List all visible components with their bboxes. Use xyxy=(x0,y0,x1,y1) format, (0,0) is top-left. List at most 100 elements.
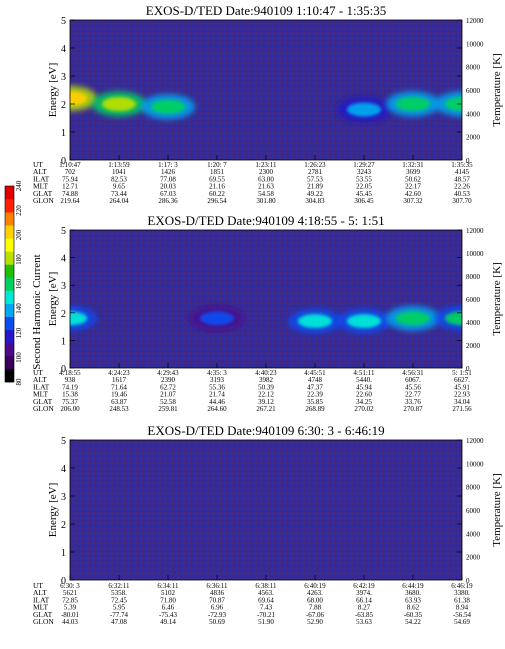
y2-tick-label: 2000 xyxy=(466,342,481,350)
colorbar-tick-label: 120 xyxy=(15,327,23,338)
colorbar-frame xyxy=(4,185,15,383)
table-cell: 71.80 xyxy=(160,596,176,604)
heatmap-cell-core xyxy=(444,97,462,111)
colorbar-cell xyxy=(5,186,14,200)
table-cell: 6:38:11 xyxy=(255,582,277,590)
table-cell: 6627. xyxy=(454,376,470,384)
table-cell: -56.54 xyxy=(453,611,472,619)
y2-tick-label: 4000 xyxy=(466,530,481,538)
table-cell: 6.46 xyxy=(162,604,175,612)
heatmap-cell-core xyxy=(70,91,88,106)
colorbar-tick-label: 80 xyxy=(15,378,23,386)
chart-title: EXOS-D/TED Date:940109 6:30: 3 - 6:46:19 xyxy=(147,423,384,438)
table-cell: 47.08 xyxy=(111,618,127,626)
table-cell: 4563. xyxy=(258,589,274,597)
table-cell: 63.00 xyxy=(258,175,274,183)
table-cell: 5.39 xyxy=(64,604,77,612)
table-cell: 6:44:19 xyxy=(402,582,424,590)
table-cell: 22.77 xyxy=(405,391,421,399)
table-cell: 45.45 xyxy=(356,190,372,198)
table-cell: 42.60 xyxy=(405,190,421,198)
row-label-alt: ALT xyxy=(33,167,47,176)
heatmap-cell-core xyxy=(395,97,431,111)
colorbar-cell xyxy=(5,316,14,331)
table-cell: 6:36:11 xyxy=(206,582,228,590)
table-cell: 53.63 xyxy=(356,618,372,626)
table-cell: 22.93 xyxy=(454,391,470,399)
row-label-mlt: MLT xyxy=(33,182,49,191)
table-cell: 3699 xyxy=(406,168,421,176)
row-label-alt: ALT xyxy=(33,588,47,597)
y-tick-label: 4 xyxy=(61,44,66,55)
table-cell: 82.53 xyxy=(111,175,127,183)
table-cell: 4:51:11 xyxy=(353,369,375,377)
table-cell: 4:24:23 xyxy=(108,369,130,377)
table-cell: 267.21 xyxy=(256,405,276,413)
table-cell: 21.07 xyxy=(160,391,176,399)
y2-axis-label: Temperature [K] xyxy=(491,262,503,335)
table-cell: -80.01 xyxy=(61,611,80,619)
table-cell: 4:29:43 xyxy=(157,369,179,377)
table-cell: 5440. xyxy=(356,376,372,384)
table-cell: 5621 xyxy=(63,589,78,597)
y-tick-label: 1 xyxy=(61,548,66,559)
row-label-mlt: MLT xyxy=(33,390,49,399)
table-cell: 53.55 xyxy=(356,175,372,183)
table-cell: 7.43 xyxy=(260,604,273,612)
table-cell: 50.62 xyxy=(405,175,421,183)
table-cell: 52.90 xyxy=(307,618,323,626)
table-cell: 50.39 xyxy=(258,383,274,391)
y2-tick-label: 2000 xyxy=(466,554,481,562)
table-cell: 66.14 xyxy=(356,596,372,604)
colorbar-cell xyxy=(5,251,14,265)
table-cell: 44.46 xyxy=(209,398,225,406)
table-cell: 4:40:23 xyxy=(255,369,277,377)
y2-axis-label: Temperature [K] xyxy=(491,53,503,126)
chart-panel-2: EXOS-D/TED Date:940109 4:18:55 - 5: 1:51… xyxy=(33,213,503,413)
table-cell: 6:30: 3 xyxy=(60,582,80,590)
table-cell: 4:18:55 xyxy=(59,369,81,377)
table-cell: 35.85 xyxy=(307,398,323,406)
table-cell: 54.58 xyxy=(258,190,274,198)
table-cell: 4:45:51 xyxy=(304,369,326,377)
table-cell: 6:32:11 xyxy=(108,582,130,590)
colorbar-cell xyxy=(5,212,14,226)
y2-tick-label: 0 xyxy=(466,157,470,165)
y-axis-label: Energy [eV] xyxy=(47,272,59,326)
table-cell: 5358. xyxy=(111,589,127,597)
table-cell: 264.04 xyxy=(109,197,129,205)
row-label-ilat: ILAT xyxy=(33,174,50,183)
table-cell: 6:34:11 xyxy=(157,582,179,590)
table-cell: 77.08 xyxy=(160,175,176,183)
table-cell: 1:10:47 xyxy=(59,161,81,169)
y-tick-label: 0 xyxy=(61,156,66,167)
colorbar-cell xyxy=(5,303,14,317)
y-tick-label: 3 xyxy=(61,492,66,503)
table-cell: 48.57 xyxy=(454,175,470,183)
table-cell: 2390 xyxy=(161,376,176,384)
table-cell: 1:35:35 xyxy=(451,161,473,169)
table-cell: 6:42:19 xyxy=(353,582,375,590)
table-cell: 49.14 xyxy=(160,618,176,626)
row-label-alt: ALT xyxy=(33,375,47,384)
y-tick-label: 5 xyxy=(61,226,66,237)
row-label-glat: GLAT xyxy=(33,397,53,406)
table-cell: 9.65 xyxy=(113,183,126,191)
y2-tick-label: 10000 xyxy=(466,40,484,48)
table-cell: 63.93 xyxy=(405,596,421,604)
colorbar-cell xyxy=(5,199,14,213)
colorbar-cell xyxy=(5,264,14,278)
table-cell: 1:20: 7 xyxy=(207,161,227,169)
table-cell: 307.32 xyxy=(403,197,423,205)
table-cell: 22.12 xyxy=(258,391,274,399)
y2-tick-label: 0 xyxy=(466,365,470,373)
chart-panel-3: EXOS-D/TED Date:940109 6:30: 3 - 6:46:19… xyxy=(33,423,503,626)
table-cell: 4836 xyxy=(210,589,225,597)
y-tick-label: 2 xyxy=(61,520,66,531)
table-cell: 70.87 xyxy=(209,596,225,604)
y-tick-label: 4 xyxy=(61,464,66,475)
y-axis-label: Energy [eV] xyxy=(47,483,59,537)
table-cell: 74.19 xyxy=(62,383,78,391)
y2-tick-label: 12000 xyxy=(466,227,484,235)
table-cell: 296.54 xyxy=(207,197,227,205)
